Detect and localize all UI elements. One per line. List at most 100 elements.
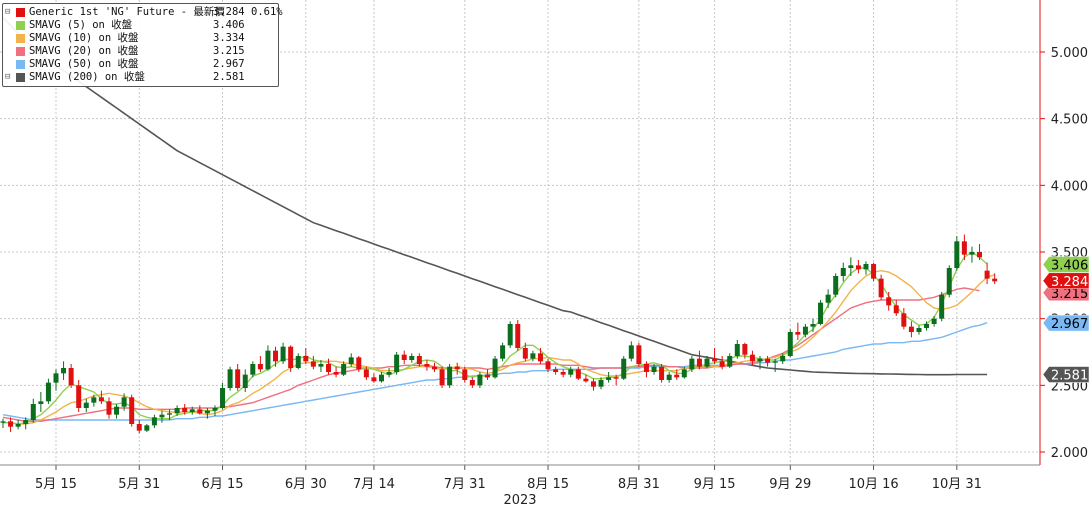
collapse-toggle-icon[interactable]: ⊟ (5, 7, 11, 17)
candle-body (795, 332, 801, 335)
legend-row[interactable]: ⊟ Generic 1st 'NG' Future - 最新價 3.284 0.61% (3, 6, 283, 19)
candle (23, 417, 29, 430)
candle (924, 321, 930, 331)
candle (545, 358, 551, 372)
candle (651, 364, 657, 375)
candle (749, 350, 755, 366)
value-tag-label: 2.581 (1051, 369, 1088, 384)
candle (636, 342, 642, 367)
candle-body (53, 373, 59, 383)
candle-body (379, 374, 384, 382)
candle (151, 414, 157, 428)
legend-value: 3.406 (213, 19, 245, 31)
candle (379, 372, 384, 383)
candle (674, 369, 680, 380)
candle (659, 364, 665, 383)
candle (91, 394, 97, 407)
candle-body (992, 278, 998, 282)
candle-body (401, 354, 407, 360)
legend-color-swatch (16, 21, 25, 30)
candle-body (848, 265, 854, 268)
candle-body (787, 332, 793, 356)
candle (954, 236, 960, 271)
candle-body (939, 294, 945, 319)
candle (424, 360, 430, 371)
candle-body (45, 382, 51, 402)
candle-body (560, 372, 566, 375)
candle-body (265, 350, 271, 370)
candle (212, 405, 218, 416)
candle-body (431, 366, 437, 370)
candle-body (613, 377, 619, 379)
candle-body (447, 366, 453, 386)
value-tag-label: 3.406 (1051, 259, 1088, 274)
candle (507, 321, 513, 348)
candle-body (621, 358, 627, 379)
collapse-toggle-icon[interactable]: ⊟ (5, 72, 11, 82)
candle (114, 404, 120, 419)
legend-row[interactable]: SMAVG (5) on 收盤 3.406 (3, 19, 278, 32)
legend-row[interactable]: SMAVG (50) on 收盤 2.967 (3, 58, 278, 71)
candle (939, 292, 945, 322)
x-tick-label: 6月 30 (285, 477, 327, 492)
candle (220, 382, 226, 410)
candle (772, 358, 778, 372)
candle-body (931, 318, 937, 324)
candle (477, 372, 483, 388)
candle-body (439, 369, 445, 386)
candle (189, 406, 195, 415)
x-tick-label: 7月 31 (444, 477, 486, 492)
candle-body (235, 369, 241, 388)
candle (242, 369, 248, 392)
candle-body (961, 241, 967, 255)
candle (318, 360, 324, 372)
candle (886, 292, 892, 311)
legend-row[interactable]: ⊟ SMAVG (200) on 收盤 2.581 (3, 71, 278, 84)
candle-body (871, 264, 877, 279)
candle-body (220, 388, 226, 408)
candle (606, 372, 612, 383)
candle (537, 348, 543, 364)
candle-body (136, 424, 142, 431)
legend-label: Generic 1st 'NG' Future - 最新價 (29, 6, 225, 18)
candle (484, 369, 490, 380)
candle (167, 409, 173, 420)
value-tag: 2.967 (1042, 314, 1090, 332)
candle-body (98, 397, 104, 402)
candle-body (303, 356, 309, 362)
candle-body (818, 302, 824, 324)
candle (901, 308, 907, 330)
candle-body (424, 364, 430, 367)
candle (727, 353, 733, 368)
candle-body (802, 326, 808, 335)
candle (447, 364, 453, 388)
candle-body (916, 328, 922, 332)
candle (810, 318, 816, 332)
legend-row[interactable]: SMAVG (20) on 收盤 3.215 (3, 45, 278, 58)
x-tick-label: 9月 15 (694, 477, 736, 492)
candle-body (666, 374, 672, 380)
candle-body (757, 358, 763, 362)
candle (598, 377, 604, 390)
candle (855, 260, 861, 274)
series-line-smavg-20-on- (2, 287, 980, 422)
candle-body (386, 372, 392, 375)
legend-label: SMAVG (200) on 收盤 (29, 71, 145, 83)
candle-body (273, 350, 279, 362)
candle (439, 366, 445, 388)
candle (348, 353, 354, 367)
candle-body (500, 345, 506, 359)
candle-body (643, 364, 649, 372)
candle (530, 350, 536, 362)
candle-body (129, 397, 135, 424)
chart-legend[interactable]: ⊟ Generic 1st 'NG' Future - 最新價 3.284 0.61%… (2, 3, 283, 87)
candle-body (227, 369, 233, 388)
candle (871, 262, 877, 282)
candle-body (734, 344, 740, 356)
legend-row[interactable]: SMAVG (10) on 收盤 3.334 (3, 32, 278, 45)
candle (144, 424, 150, 432)
candle (575, 366, 581, 380)
candle-body (553, 369, 559, 372)
value-tag: 3.284 (1042, 272, 1090, 290)
candle-body (704, 358, 710, 367)
